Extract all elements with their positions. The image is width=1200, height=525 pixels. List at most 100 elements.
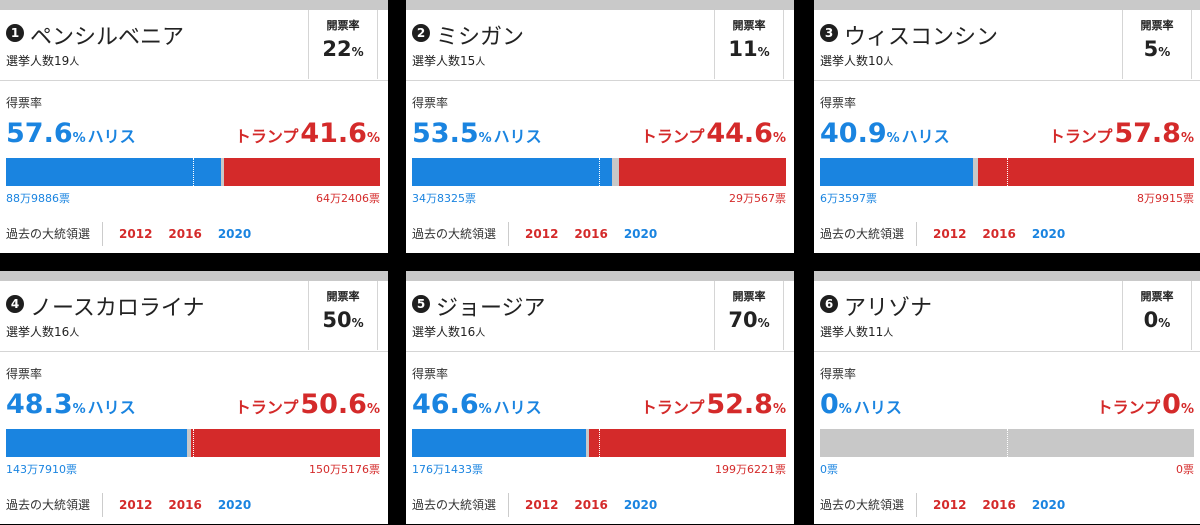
electors-count: 選挙人数15人 <box>412 52 485 69</box>
harris-pct-number: 57.6 <box>6 118 73 149</box>
past-elections: 過去の大統領選 2012 2016 2020 <box>6 222 251 246</box>
harris-name: ハリス <box>493 398 542 417</box>
electors-prefix: 選挙人数 <box>412 54 461 68</box>
count-rate-value: 0% <box>1123 308 1191 332</box>
link-2016[interactable]: 2016 <box>574 227 608 241</box>
link-2012[interactable]: 2012 <box>933 498 967 512</box>
link-2016[interactable]: 2016 <box>168 498 202 512</box>
past-elections-label: 過去の大統領選 <box>412 493 510 517</box>
harris-name: ハリス <box>901 127 950 146</box>
link-2012[interactable]: 2012 <box>525 227 559 241</box>
link-2020[interactable]: 2020 <box>217 227 252 241</box>
link-2020[interactable]: 2020 <box>217 498 252 512</box>
count-rate-value: 11% <box>715 37 783 61</box>
count-rate-box: 開票率 5% <box>1122 10 1192 79</box>
harris-name: ハリス <box>87 127 136 146</box>
harris-pct-sign: % <box>478 131 492 146</box>
trump-vote-rate: トランプ50.6% <box>235 389 380 420</box>
count-rate-box: 開票率 50% <box>308 281 378 350</box>
count-rate-label: 開票率 <box>1140 290 1174 303</box>
harris-pct-number: 46.6 <box>412 389 479 420</box>
electors-prefix: 選挙人数 <box>820 54 869 68</box>
state-card: 2 ミシガン 選挙人数15人 開票率 11% 得票率 53.5% ハリス トランプ… <box>406 0 794 253</box>
harris-votes: 176万1433票 <box>412 463 483 476</box>
harris-votes: 6万3597票 <box>820 192 877 205</box>
trump-name: トランプ <box>1096 398 1161 417</box>
link-2020[interactable]: 2020 <box>623 227 658 241</box>
trump-pct-sign: % <box>772 131 786 146</box>
card-header: 4 ノースカロライナ 選挙人数16人 開票率 50% <box>0 281 388 352</box>
link-2020[interactable]: 2020 <box>1031 227 1066 241</box>
harris-pct-sign: % <box>72 131 86 146</box>
harris-vote-rate: 57.6% ハリス <box>6 118 136 149</box>
majority-line <box>193 158 194 186</box>
vote-share-bar <box>6 158 380 186</box>
majority-line <box>599 429 600 457</box>
rank-badge: 4 <box>6 295 24 313</box>
state-card: 1 ペンシルベニア 選挙人数19人 開票率 22% 得票率 57.6% ハリス ト… <box>0 0 388 253</box>
link-2012[interactable]: 2012 <box>119 498 153 512</box>
harris-vote-rate: 46.6% ハリス <box>412 389 542 420</box>
rank-badge: 5 <box>412 295 430 313</box>
count-rate-value: 5% <box>1123 37 1191 61</box>
harris-name: ハリス <box>87 398 136 417</box>
electors-number: 19 <box>54 54 70 68</box>
vote-share-bar <box>820 429 1194 457</box>
vote-rate-label: 得票率 <box>412 96 449 110</box>
past-elections-label: 過去の大統領選 <box>6 222 104 246</box>
trump-votes: 0票 <box>1176 463 1194 476</box>
trump-pct-sign: % <box>366 131 380 146</box>
link-2012[interactable]: 2012 <box>119 227 153 241</box>
trump-bar-segment <box>977 158 1194 186</box>
link-2016[interactable]: 2016 <box>574 498 608 512</box>
electors-unit: 人 <box>475 57 486 68</box>
harris-pct-number: 53.5 <box>412 118 479 149</box>
majority-line <box>1007 158 1008 186</box>
trump-votes: 8万9915票 <box>1137 192 1194 205</box>
electors-prefix: 選挙人数 <box>820 325 869 339</box>
state-name: アリゾナ <box>844 296 933 321</box>
trump-vote-rate: トランプ52.8% <box>641 389 786 420</box>
electors-count: 選挙人数16人 <box>412 323 485 340</box>
trump-pct-sign: % <box>1180 131 1194 146</box>
harris-bar-segment <box>6 158 222 186</box>
past-elections-label: 過去の大統領選 <box>820 222 918 246</box>
count-rate-value: 50% <box>309 308 377 332</box>
electors-unit: 人 <box>883 328 894 339</box>
trump-votes: 29万567票 <box>729 192 786 205</box>
trump-pct-number: 41.6 <box>300 118 367 149</box>
trump-pct-number: 57.8 <box>1114 118 1181 149</box>
electors-unit: 人 <box>69 57 80 68</box>
count-rate-pct: % <box>351 316 364 330</box>
rank-badge: 6 <box>820 295 838 313</box>
link-2016[interactable]: 2016 <box>982 498 1016 512</box>
harris-name: ハリス <box>493 127 542 146</box>
state-card: 4 ノースカロライナ 選挙人数16人 開票率 50% 得票率 48.3% ハリス … <box>0 271 388 524</box>
past-elections: 過去の大統領選 2012 2016 2020 <box>6 493 251 517</box>
state-name: ジョージア <box>436 296 546 321</box>
link-2020[interactable]: 2020 <box>623 498 658 512</box>
count-rate-pct: % <box>1158 45 1171 59</box>
count-rate-label: 開票率 <box>326 19 360 32</box>
rank-badge: 3 <box>820 24 838 42</box>
link-2016[interactable]: 2016 <box>168 227 202 241</box>
electors-count: 選挙人数19人 <box>6 52 79 69</box>
link-2020[interactable]: 2020 <box>1031 498 1066 512</box>
harris-pct-number: 48.3 <box>6 389 73 420</box>
past-elections: 過去の大統領選 2012 2016 2020 <box>412 222 657 246</box>
link-2012[interactable]: 2012 <box>525 498 559 512</box>
count-rate-box: 開票率 70% <box>714 281 784 350</box>
link-2012[interactable]: 2012 <box>933 227 967 241</box>
harris-votes: 88万9886票 <box>6 192 70 205</box>
count-rate-number: 0 <box>1143 308 1159 332</box>
vote-share-bar <box>6 429 380 457</box>
electors-count: 選挙人数16人 <box>6 323 79 340</box>
rank-badge: 1 <box>6 24 24 42</box>
vote-rate-label: 得票率 <box>820 96 857 110</box>
trump-votes: 150万5176票 <box>309 463 380 476</box>
count-rate-label: 開票率 <box>1140 19 1174 32</box>
trump-name: トランプ <box>640 127 705 146</box>
harris-bar-segment <box>6 429 187 457</box>
count-rate-number: 50 <box>322 308 352 332</box>
link-2016[interactable]: 2016 <box>982 227 1016 241</box>
